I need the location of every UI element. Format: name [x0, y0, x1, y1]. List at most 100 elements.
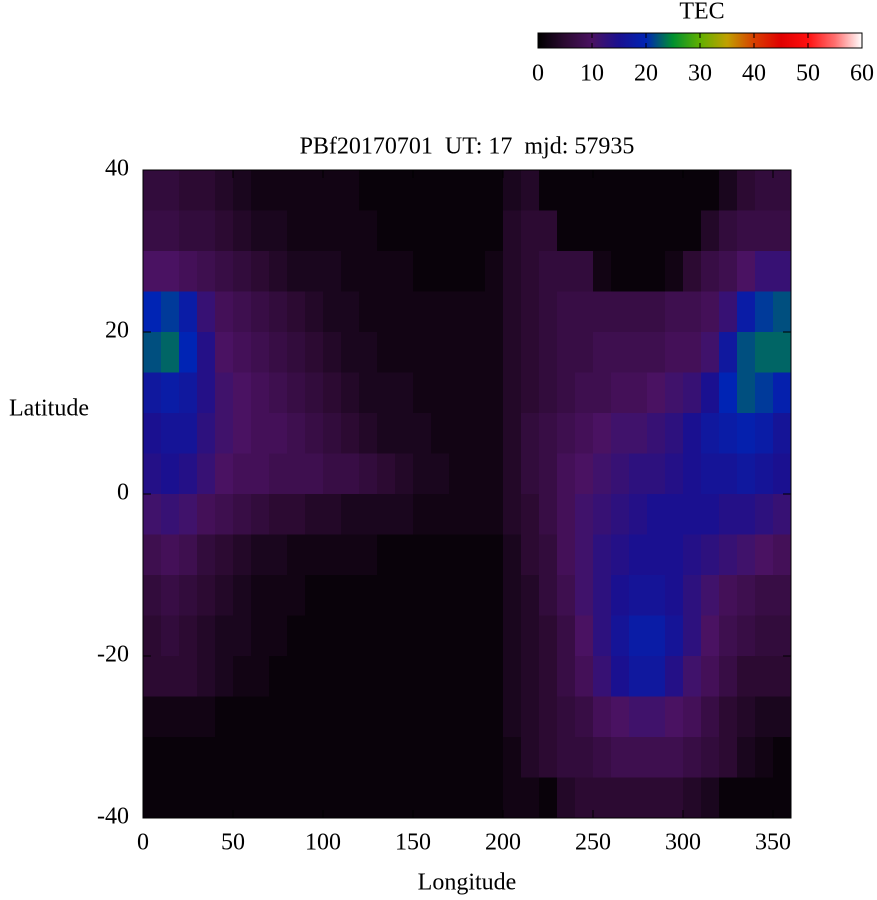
heatmap-cell [395, 777, 414, 819]
heatmap-cell [539, 332, 558, 373]
heatmap-cell [665, 251, 684, 292]
heatmap-cell [593, 575, 612, 616]
heatmap-cell [251, 291, 270, 333]
heatmap-cell [377, 453, 396, 495]
heatmap-cell [431, 615, 450, 657]
heatmap-cell [611, 372, 630, 414]
heatmap-cell [233, 291, 252, 333]
heatmap-cell [323, 575, 342, 616]
heatmap-cell [449, 210, 468, 252]
heatmap-cell [485, 453, 504, 495]
heatmap-cell [323, 170, 342, 211]
heatmap-cell [323, 291, 342, 333]
heatmap-cell [143, 413, 162, 454]
heatmap-cell [251, 777, 270, 819]
heatmap-cell [521, 615, 540, 657]
y-axis-label: Latitude [9, 396, 89, 422]
heatmap-cell [305, 534, 324, 576]
heatmap-cell [485, 170, 504, 211]
heatmap-cell [755, 696, 774, 738]
heatmap-cell [359, 453, 378, 495]
heatmap-cell [323, 372, 342, 414]
heatmap-cell [161, 696, 180, 738]
heatmap-cell [539, 777, 558, 819]
heatmap-cell [737, 615, 756, 657]
heatmap-cell [467, 696, 486, 738]
heatmap-cell [179, 615, 198, 657]
heatmap-cell [485, 210, 504, 252]
heatmap-cell [197, 210, 216, 252]
heatmap-cell [539, 210, 558, 252]
heatmap-cell [449, 656, 468, 697]
heatmap-cell [413, 656, 432, 697]
heatmap-cell [647, 210, 666, 252]
heatmap-cell [539, 575, 558, 616]
heatmap-cell [287, 575, 306, 616]
heatmap-cell [485, 372, 504, 414]
heatmap-cell [233, 575, 252, 616]
heatmap-cell [467, 737, 486, 778]
heatmap-cell [359, 210, 378, 252]
heatmap-cell [251, 696, 270, 738]
heatmap-cell [773, 656, 792, 697]
heatmap-cell [665, 656, 684, 697]
heatmap-cell [719, 453, 738, 495]
heatmap-cell [161, 575, 180, 616]
heatmap-cell [773, 737, 792, 778]
heatmap-cell [215, 696, 234, 738]
heatmap-cell [503, 291, 522, 333]
heatmap-cell [179, 494, 198, 535]
heatmap-cell [575, 494, 594, 535]
heatmap-cell [611, 777, 630, 819]
heatmap-cell [611, 291, 630, 333]
heatmap-cell [629, 696, 648, 738]
heatmap-cell [521, 656, 540, 697]
heatmap-cell [305, 332, 324, 373]
heatmap-cell [503, 332, 522, 373]
heatmap-cell [647, 737, 666, 778]
heatmap-cell [485, 332, 504, 373]
heatmap-cell [755, 251, 774, 292]
heatmap-cell [179, 170, 198, 211]
heatmap-cell [629, 332, 648, 373]
heatmap-cell [737, 170, 756, 211]
heatmap-cell [215, 332, 234, 373]
heatmap-cell [269, 777, 288, 819]
heatmap-cell [251, 453, 270, 495]
heatmap-cell [467, 413, 486, 454]
heatmap-cell [179, 251, 198, 292]
heatmap-cell [701, 575, 720, 616]
heatmap-cell [701, 453, 720, 495]
heatmap-cell [395, 737, 414, 778]
heatmap-cell [503, 737, 522, 778]
heatmap-cell [683, 332, 702, 373]
heatmap-cell [395, 494, 414, 535]
heatmap-cell [521, 696, 540, 738]
heatmap-cell [143, 210, 162, 252]
heatmap-cell [449, 696, 468, 738]
heatmap-cell [233, 413, 252, 454]
heatmap-cell [251, 494, 270, 535]
heatmap-cell [269, 737, 288, 778]
heatmap-cell [503, 210, 522, 252]
heatmap-cell [629, 575, 648, 616]
heatmap-cell [593, 453, 612, 495]
heatmap-cell [233, 251, 252, 292]
heatmap-cell [305, 494, 324, 535]
heatmap-cell [467, 332, 486, 373]
heatmap-cell [161, 494, 180, 535]
heatmap-cell [269, 210, 288, 252]
heatmap-cell [413, 170, 432, 211]
heatmap-cell [467, 170, 486, 211]
heatmap-cell [305, 251, 324, 292]
heatmap-cell [467, 251, 486, 292]
heatmap-cell [611, 575, 630, 616]
heatmap-cell [143, 494, 162, 535]
heatmap-cell [611, 534, 630, 576]
heatmap-cell [539, 737, 558, 778]
heatmap-cell [683, 413, 702, 454]
heatmap-cell [431, 494, 450, 535]
heatmap-cell [305, 777, 324, 819]
heatmap-cell [431, 656, 450, 697]
heatmap-cell [269, 656, 288, 697]
